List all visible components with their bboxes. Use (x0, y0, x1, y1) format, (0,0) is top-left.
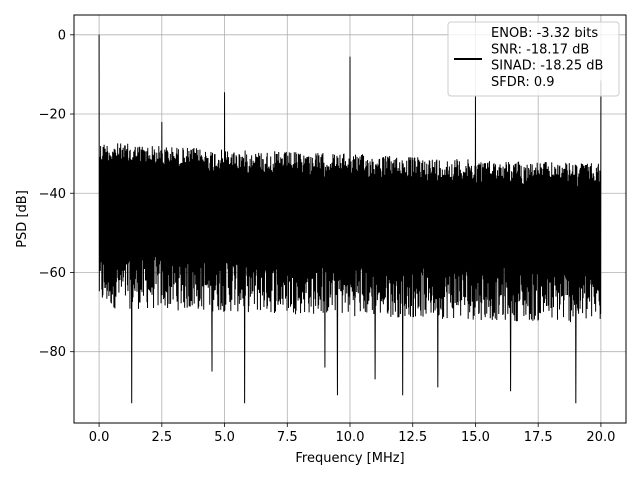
x-tick-label: 5.0 (214, 430, 235, 445)
y-tick-label: −60 (39, 266, 66, 281)
x-tick-label: 17.5 (524, 430, 553, 445)
y-tick-label: −20 (39, 108, 66, 123)
x-tick-label: 20.0 (586, 430, 615, 445)
x-axis-label: Frequency [MHz] (295, 451, 404, 466)
legend-entry-snr: SNR: -18.17 dB (491, 42, 589, 57)
y-tick-label: 0 (58, 28, 66, 43)
legend-entry-sinad: SINAD: -18.25 dB (491, 59, 603, 74)
y-tick-label: −40 (39, 187, 66, 202)
axis-ticks: 0.0 2.5 5.0 7.5 10.0 12.5 15.0 17.5 20.0 0 −20 −40 −… (39, 28, 616, 445)
x-tick-label: 12.5 (398, 430, 427, 445)
legend-entry-sfdr: SFDR: 0.9 (491, 75, 555, 90)
x-tick-label: 2.5 (151, 430, 172, 445)
x-tick-label: 15.0 (461, 430, 490, 445)
psd-series (98, 34, 602, 404)
legend-entry-enob: ENOB: -3.32 bits (491, 26, 598, 41)
legend: ENOB: -3.32 bits SNR: -18.17 dB SINAD: -… (447, 21, 620, 97)
y-tick-label: −80 (39, 345, 66, 360)
legend-box (447, 21, 620, 97)
x-tick-label: 0.0 (89, 430, 110, 445)
x-tick-label: 10.0 (336, 430, 365, 445)
y-axis-label: PSD [dB] (15, 190, 30, 248)
x-tick-label: 7.5 (277, 430, 298, 445)
psd-series-line (98, 34, 602, 404)
